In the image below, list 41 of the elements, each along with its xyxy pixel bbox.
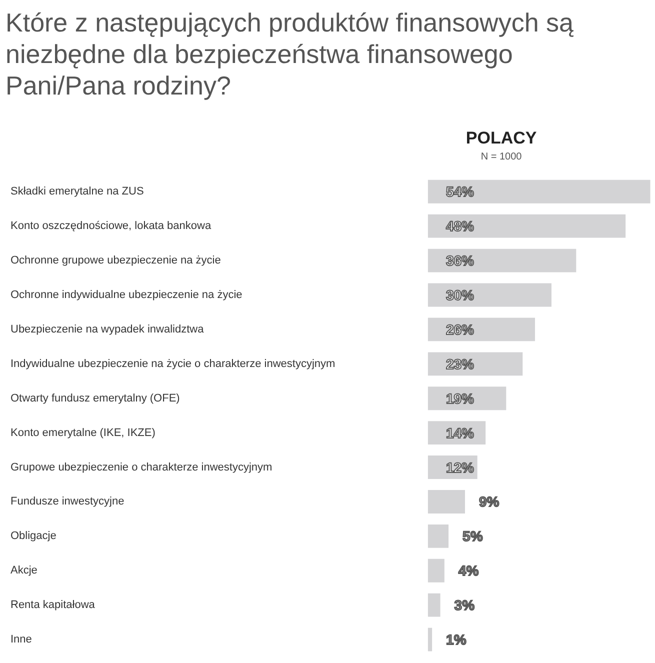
data-label: 30%: [446, 287, 475, 303]
bar: [428, 524, 449, 548]
text: N = 1000: [480, 152, 522, 163]
bar: [428, 283, 552, 307]
bar: [428, 318, 535, 342]
data-label: 26%: [446, 321, 475, 338]
bar: [428, 180, 650, 204]
data-label: 23%: [446, 356, 475, 372]
data-label: 14%: [446, 424, 475, 441]
y-tick-label: Składki emerytalne na ZUS: [10, 186, 144, 198]
data-label: 9%: [478, 494, 500, 510]
y-tick-label: Fundusze inwestycyjne: [10, 496, 124, 508]
y-tick-label: Konto emerytalne (IKE, IKZE): [10, 426, 156, 439]
chart-title: Które z następujących produktów finansowych są niezbędne dla bezpieczeństwa finansowego Pani/Pana rodziny?: [6, 8, 574, 100]
y-tick-label: Konto oszczędnościowe, lokata bankowa: [10, 220, 212, 232]
y-tick-label: Ubezpieczenie na wypadek inwalidztwa: [10, 323, 205, 336]
data-label: 36%: [446, 252, 475, 269]
y-tick-label: Otwarty fundusz emerytalny (OFE): [10, 392, 180, 404]
y-tick-label: Renta kapitałowa: [10, 599, 96, 612]
bar: [428, 248, 576, 272]
data-label: 48%: [446, 218, 475, 234]
data-label: 5%: [462, 528, 484, 544]
data-label: 54%: [446, 184, 475, 200]
y-tick-label: Obligacje: [10, 530, 56, 542]
data-label: 1%: [446, 632, 467, 648]
bar: [428, 490, 465, 514]
data-label: 4%: [458, 562, 480, 579]
data-label: 19%: [446, 390, 475, 406]
y-tick-label: Ochronne grupowe ubezpieczenie na życie: [10, 254, 221, 267]
bar: [428, 593, 440, 617]
bar: [428, 558, 444, 582]
data-label: 12%: [446, 459, 475, 476]
y-tick-label: Grupowe ubezpieczenie o charakterze inwestycyjnym: [10, 461, 272, 474]
y-tick-label: Indywidualne ubezpieczenie na życie o charakterze inwestycyjnym: [10, 358, 336, 370]
bar: [428, 628, 432, 652]
bar: [428, 214, 626, 238]
y-tick-label: Inne: [10, 634, 32, 646]
y-tick-label: Akcje: [10, 564, 38, 577]
chart-subtitle: POLACY: [466, 128, 538, 148]
y-tick-label: Ochronne indywidualne ubezpieczenie na życie: [10, 289, 242, 301]
data-label: 3%: [454, 597, 476, 614]
